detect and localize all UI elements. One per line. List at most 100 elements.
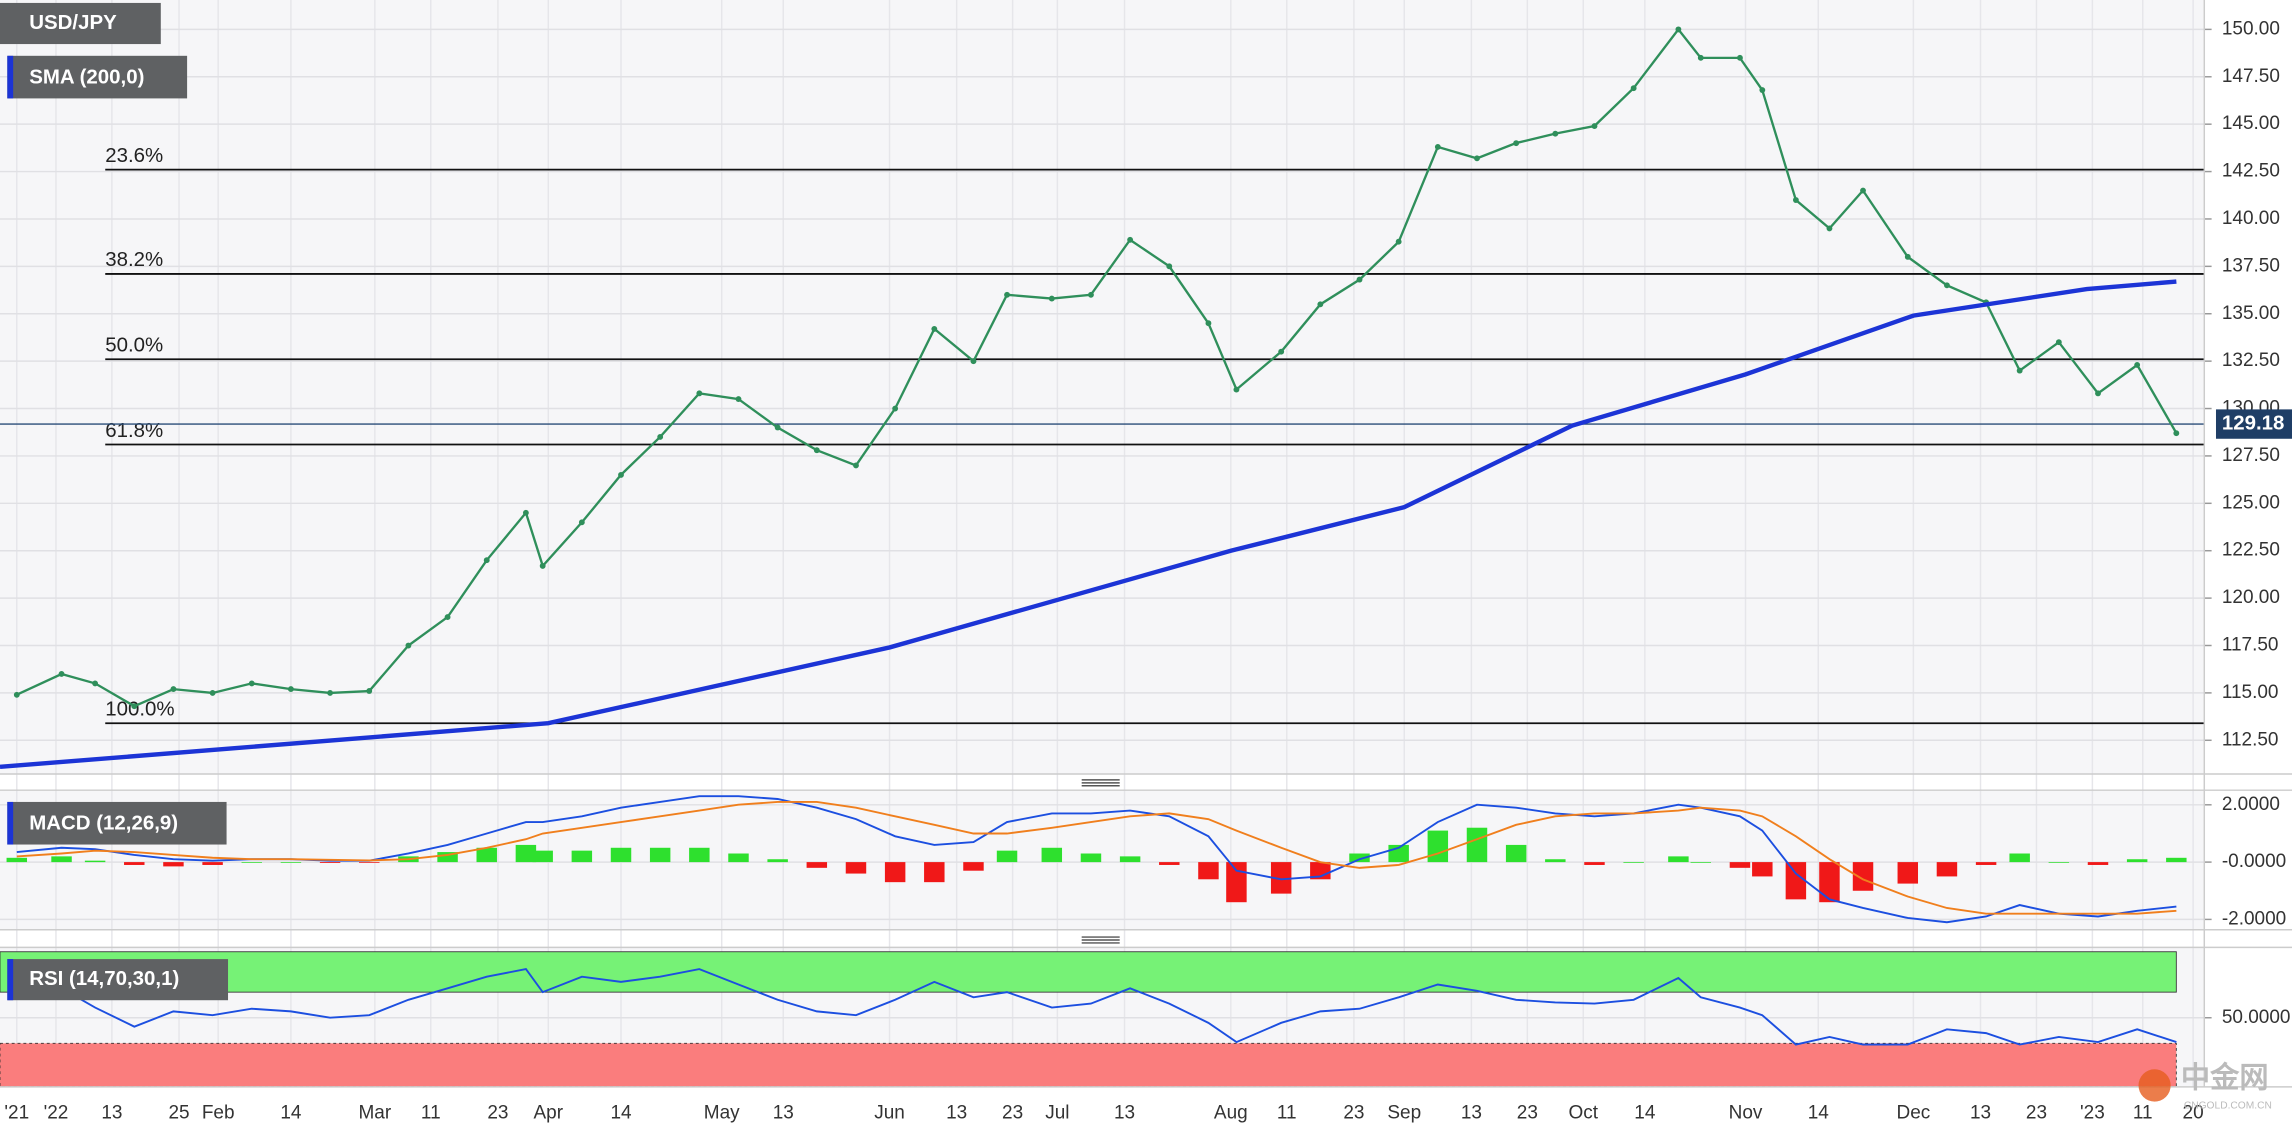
price-point [1205,320,1212,327]
price-point [1944,282,1950,289]
price-point [1088,291,1094,298]
histogram-bar [2087,862,2109,865]
histogram-bar [1584,862,1605,865]
price-point [1591,123,1598,130]
last-price-label: 129.18 [2222,411,2285,434]
histogram-bar [1690,862,1712,863]
price-point [2134,361,2141,368]
price-point [1697,54,1704,61]
y-tick-label: -2.0000 [2222,908,2286,929]
price-point [1759,87,1766,93]
y-tick-label: 132.50 [2222,350,2280,371]
price-point [1552,130,1559,137]
x-tick-label: '21 [4,1102,29,1123]
histogram-bar [1198,862,1219,880]
x-tick-label: 13 [1970,1102,1991,1123]
price-point [522,509,529,516]
x-tick-label: 11 [2133,1102,2153,1123]
fib-label: 23.6% [105,144,163,167]
x-tick-label: 14 [610,1102,632,1123]
y-tick-label: 137.50 [2222,255,2280,276]
y-tick-label: 122.50 [2222,540,2280,561]
price-point [1675,26,1682,33]
price-point [578,519,585,526]
price-point [1904,253,1911,260]
histogram-bar [1349,853,1370,863]
histogram-bar [1159,862,1180,865]
histogram-bar [202,862,223,865]
fib-label: 50.0% [105,333,163,356]
chart-title: USD/JPY [29,11,117,34]
x-tick-label: 20 [2183,1102,2204,1123]
watermark-url: CNGOLD.COM.CN [2184,1101,2272,1112]
price-point [483,557,490,564]
price-point [618,471,624,478]
x-tick-label: 23 [1002,1102,1023,1123]
histogram-bar [2166,857,2187,863]
histogram-bar [84,860,106,863]
x-tick-label: '23 [2080,1102,2105,1123]
price-point [405,642,412,649]
price-point [209,689,216,696]
price-point [813,447,820,454]
price-point [696,390,703,397]
y-tick-label: -0.0000 [2222,851,2286,872]
histogram-bar [1819,862,1840,903]
y-tick-label: 142.50 [2222,161,2280,182]
histogram-bar [1785,862,1807,900]
y-tick-label: 125.00 [2222,492,2280,513]
histogram-bar [2048,862,2070,863]
histogram-bar [806,862,828,868]
last-price-box [2215,409,2292,439]
x-tick-label: 14 [1808,1102,1830,1123]
histogram-bar [2126,859,2148,863]
y-tick-label: 120.00 [2222,587,2280,608]
x-tick-label: Aug [1214,1102,1248,1123]
histogram-bar [1936,862,1958,877]
price-point [1356,276,1363,283]
histogram-bar [359,862,380,863]
price-point [58,670,65,677]
legend-swatch [7,55,14,99]
price-point [2016,367,2023,374]
histogram-bar [280,862,302,863]
y-tick-label: 135.00 [2222,303,2280,324]
resize-handle[interactable] [1081,779,1120,944]
x-tick-label: Mar [358,1102,391,1123]
histogram-bar [1545,859,1566,863]
y-tick-label: 145.00 [2222,113,2280,134]
macd-line [16,800,2177,915]
price-point [1737,54,1743,61]
price-point [1317,301,1324,308]
x-tick-label: May [704,1102,740,1123]
price-point [1004,291,1010,298]
legend-box [7,55,188,99]
y-tick-label: 150.00 [2222,18,2280,39]
price-point [892,405,899,412]
legend-entry[interactable]: SMA (200,0) [29,65,144,88]
x-tick-label: 23 [487,1102,508,1123]
rsi-line [16,968,2177,1046]
price-point [366,688,373,694]
sma-line [0,279,2177,770]
histogram-bar [884,862,906,883]
histogram-bar [649,847,671,863]
price-point [248,680,255,687]
price-point [1233,386,1240,393]
histogram-bar [1752,862,1773,877]
histogram-bar [1119,856,1141,863]
x-tick-label: 13 [1114,1102,1135,1123]
macd-line [16,795,2177,924]
x-tick-label: 13 [773,1102,794,1123]
histogram-bar [163,862,184,867]
price-point [931,325,938,332]
price-point [1826,225,1833,232]
x-tick-label: 13 [101,1102,122,1123]
y-tick-label: 127.50 [2222,445,2280,466]
price-point [1278,348,1285,355]
histogram-bar [476,847,497,863]
histogram-bar [845,862,867,874]
panel-swatch [7,959,14,1001]
histogram-bar [1466,827,1488,863]
